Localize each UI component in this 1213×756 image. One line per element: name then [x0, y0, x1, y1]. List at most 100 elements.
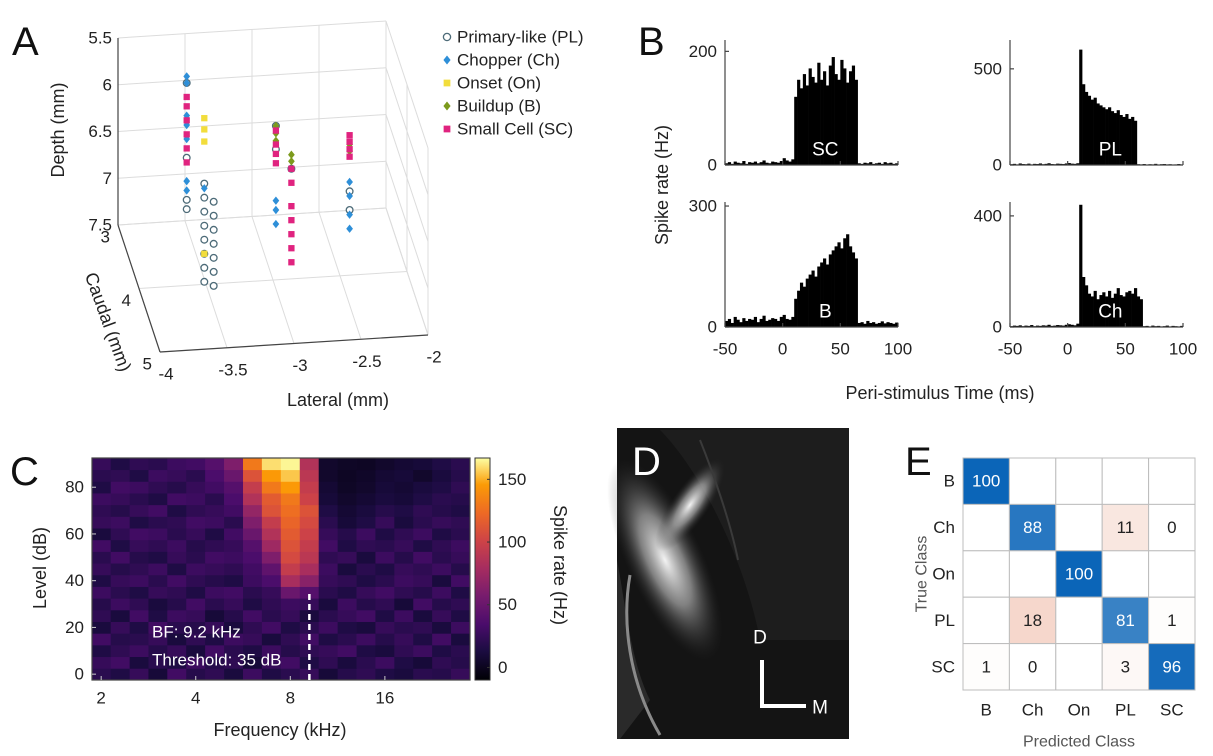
bar — [1059, 325, 1063, 327]
heatmap-cell — [413, 528, 433, 541]
bar — [1133, 120, 1138, 165]
bar — [892, 323, 896, 327]
heatmap-cell — [432, 458, 452, 471]
bar — [1079, 204, 1083, 327]
heatmap-cell — [224, 504, 244, 517]
bar — [805, 85, 809, 165]
heatmap-cell — [167, 586, 187, 599]
cell-label: 100 — [1065, 565, 1093, 584]
heatmap-cell — [394, 656, 414, 669]
bar — [840, 248, 844, 327]
heatmap-cell — [91, 609, 112, 622]
data-point — [200, 207, 209, 216]
heatmap-cell — [394, 598, 414, 611]
data-point — [200, 235, 209, 244]
heatmap-cell — [110, 528, 131, 541]
heatmap-cell — [186, 539, 206, 552]
x-tick-label: 8 — [286, 689, 295, 708]
y-tick-label: 300 — [689, 197, 717, 216]
heatmap-cell — [91, 493, 112, 506]
y-tick-label: 0 — [993, 156, 1002, 175]
heatmap-cell — [280, 539, 301, 552]
heatmap-cell — [261, 609, 282, 622]
heatmap-cell — [432, 621, 452, 634]
heatmap-cell — [261, 633, 282, 646]
bar — [837, 79, 841, 165]
heatmap-cell — [318, 609, 339, 622]
heatmap-cell — [280, 598, 301, 611]
y-tick-label: 500 — [974, 59, 1002, 78]
bar — [857, 322, 861, 327]
heatmap-cell — [413, 516, 433, 529]
heatmap-cell — [356, 574, 376, 587]
histology-image — [607, 428, 849, 739]
heatmap-cell — [186, 504, 206, 517]
heatmap-cell — [224, 656, 244, 669]
cell-label: 3 — [1121, 657, 1130, 676]
bar — [745, 320, 749, 327]
heatmap-cell — [224, 574, 244, 587]
heatmap-cell — [318, 458, 339, 471]
bar — [889, 322, 893, 327]
heatmap-cell — [110, 563, 131, 576]
heatmap-cell — [129, 668, 149, 681]
column-label: PL — [1115, 701, 1136, 720]
heatmap-cell — [337, 574, 357, 587]
heatmap-cell — [261, 621, 282, 634]
data-point — [288, 179, 295, 186]
heatmap-cell — [205, 633, 225, 646]
bar — [1056, 325, 1060, 327]
bar — [739, 163, 743, 165]
bar — [820, 262, 824, 327]
x-axis-label: Predicted Class — [1023, 734, 1135, 751]
heatmap-cell — [243, 469, 263, 482]
data-point — [200, 221, 209, 230]
heatmap-cell — [186, 516, 206, 529]
heatmap-cell — [205, 621, 225, 634]
heatmap-cell — [337, 633, 357, 646]
heatmap-cell — [356, 516, 376, 529]
bar — [794, 298, 798, 327]
bar — [742, 318, 746, 327]
bar — [1099, 295, 1103, 327]
bar — [805, 278, 809, 327]
data-point — [272, 196, 280, 205]
heatmap-cell — [186, 481, 206, 494]
bar — [1096, 299, 1100, 327]
heatmap-cell — [375, 598, 395, 611]
data-point — [183, 120, 191, 130]
heatmap-cell — [394, 609, 414, 622]
heatmap-cell — [451, 504, 471, 517]
heatmap-cell — [299, 493, 320, 506]
heatmap-cell — [413, 621, 433, 634]
heatmap-cell — [129, 493, 149, 506]
y-tick-label: 400 — [974, 206, 1002, 225]
heatmap-cell — [148, 563, 168, 576]
heatmap-cell — [224, 493, 244, 506]
heatmap-cell — [337, 551, 357, 564]
matrix-cell — [1008, 643, 1057, 691]
heatmap-cell — [394, 563, 414, 576]
bar — [1082, 84, 1086, 165]
empty-cell — [1101, 550, 1150, 598]
heatmap-cell — [337, 458, 357, 471]
heatmap-cell — [375, 458, 395, 471]
heatmap-cell — [148, 586, 168, 599]
heatmap-cell — [91, 551, 112, 564]
z-tick-label: 6.5 — [88, 122, 112, 141]
heatmap-cell — [110, 469, 131, 482]
heatmap-cell — [148, 481, 168, 494]
panel-letter: E — [905, 440, 932, 484]
heatmap-cell — [224, 644, 244, 658]
heatmap-cell — [413, 481, 433, 494]
heatmap-cell — [224, 668, 244, 681]
colorbar-tick-label: 100 — [498, 533, 526, 552]
x-tick-label: 50 — [1116, 340, 1135, 359]
x-tick-label: 0 — [778, 340, 787, 359]
heatmap-cell — [375, 621, 395, 634]
bar — [765, 162, 769, 165]
bar — [843, 238, 847, 327]
heatmap-cell — [413, 633, 433, 646]
heatmap-cell — [413, 668, 433, 681]
